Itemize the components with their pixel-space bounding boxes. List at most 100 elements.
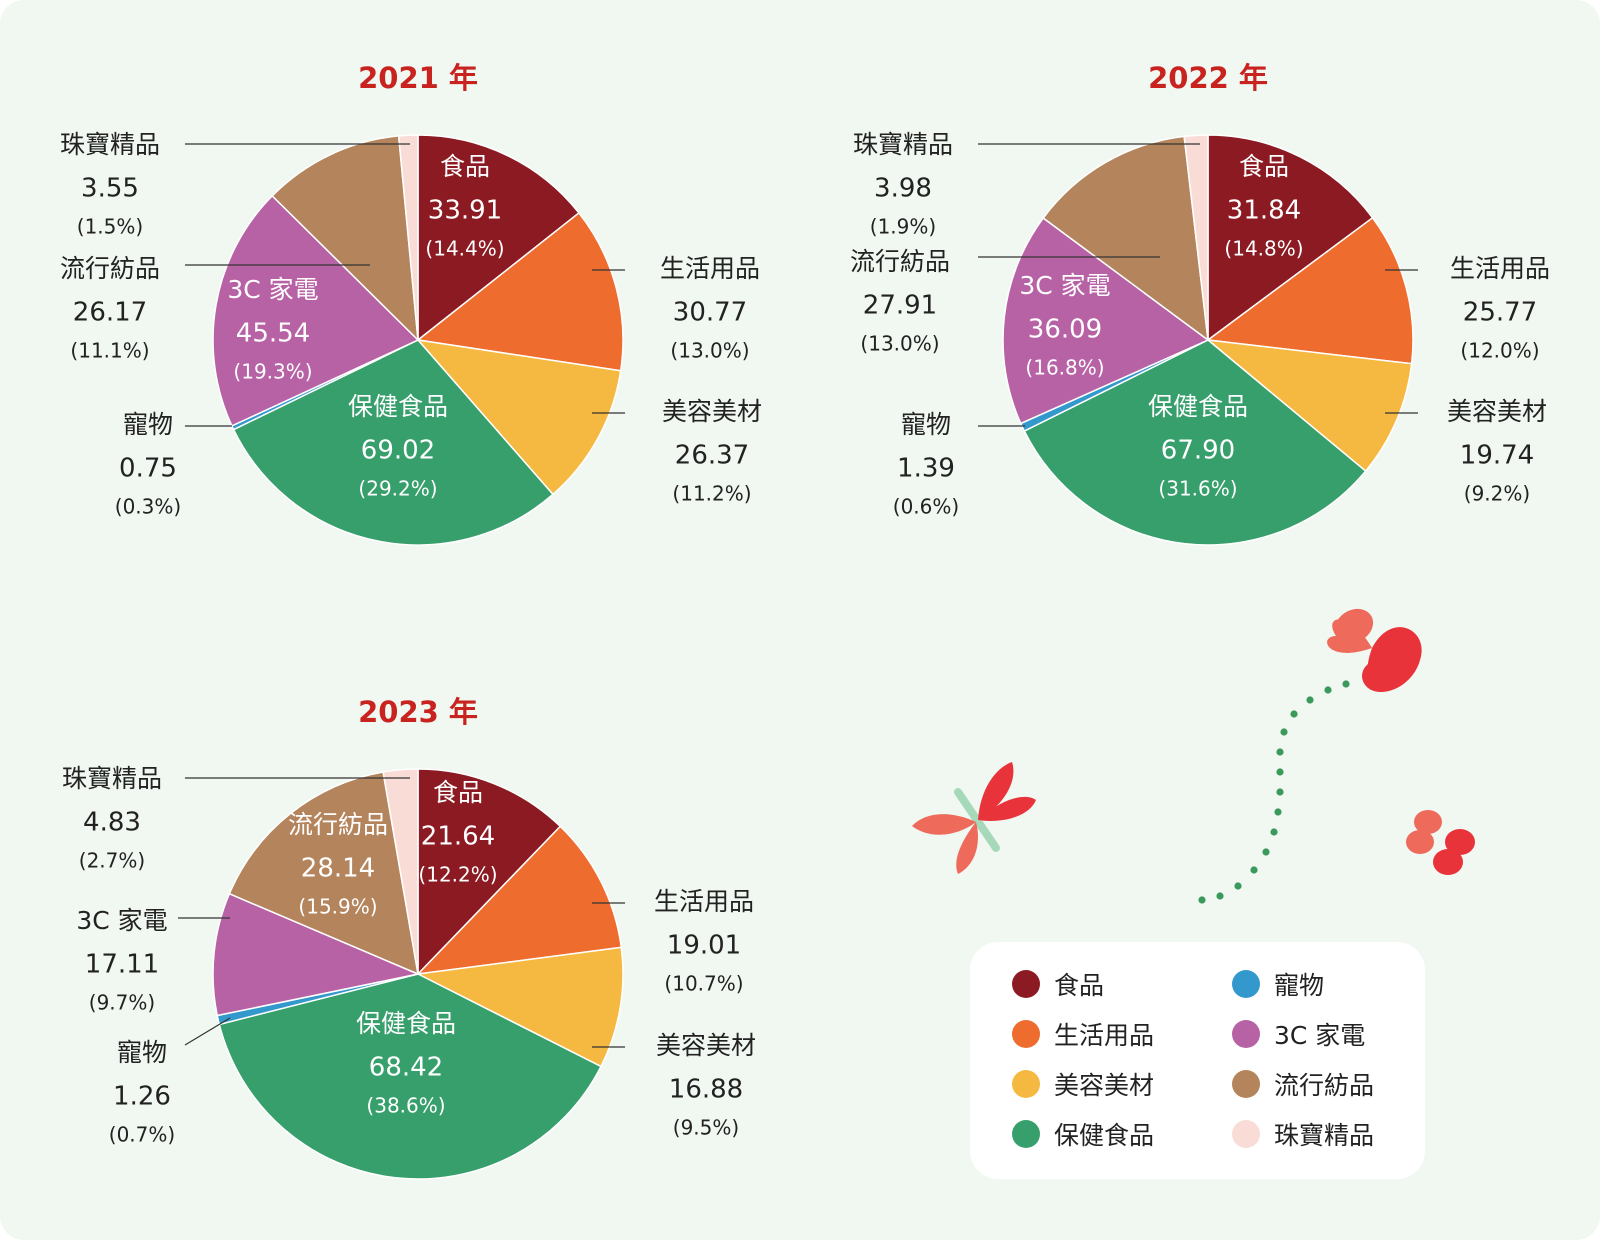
slice-value-label: 3.98: [874, 174, 932, 204]
slice-percent-label: (29.2%): [358, 477, 437, 501]
dot: [1280, 728, 1288, 736]
dot: [1274, 808, 1282, 816]
slice-label: 食品 21.64 (12.2%): [418, 778, 497, 887]
slice-category-label: 3C 家電: [1019, 271, 1110, 300]
slice-percent-label: (13.0%): [860, 332, 939, 356]
legend-swatch: [1232, 1070, 1260, 1098]
slice-category-label: 3C 家電: [227, 275, 318, 304]
slice-category-label: 流行紡品: [850, 247, 950, 276]
slice-value-label: 28.14: [301, 854, 375, 884]
legend-swatch: [1012, 1120, 1040, 1148]
butterfly-icon: [1327, 608, 1422, 692]
butterfly-icon: [1406, 810, 1475, 875]
slice-percent-label: (1.5%): [77, 215, 143, 239]
slice-value-label: 69.02: [361, 436, 435, 466]
slice-category-label: 生活用品: [1450, 254, 1550, 283]
slice-percent-label: (9.2%): [1464, 482, 1530, 506]
slice-category-label: 美容美材: [662, 397, 762, 426]
slice-category-label: 珠寶精品: [853, 130, 953, 159]
chart-title: 2021 年: [358, 61, 478, 95]
pie-slice: [212, 892, 421, 1017]
slice-value-label: 31.84: [1227, 196, 1301, 226]
pie-slice: [1183, 134, 1209, 341]
legend-label: 美容美材: [1054, 1071, 1155, 1100]
slice-value-label: 16.88: [669, 1075, 743, 1105]
dot: [1276, 768, 1284, 776]
slice-label: 珠寶精品 3.55 (1.5%): [60, 130, 160, 239]
legend: 食品 生活用品 美容美材 保健食品 寵物 3C 家電 流行紡品 珠寶精品: [970, 942, 1425, 1179]
legend-item: 珠寶精品: [1232, 1116, 1374, 1152]
slice-label: 美容美材 26.37 (11.2%): [662, 397, 762, 506]
legend-item: 保健食品: [1012, 1116, 1154, 1152]
dot: [1324, 686, 1332, 694]
legend-swatch: [1012, 1070, 1040, 1098]
slice-label: 生活用品 19.01 (10.7%): [654, 887, 754, 996]
slice-label: 流行紡品 26.17 (11.1%): [60, 254, 160, 363]
legend-label: 珠寶精品: [1274, 1121, 1375, 1150]
slice-label: 保健食品 69.02 (29.2%): [348, 392, 448, 501]
chart-title: 2022 年: [1148, 61, 1268, 95]
dot: [1342, 680, 1350, 688]
slice-label: 流行紡品 27.91 (13.0%): [850, 247, 950, 356]
slice-label: 食品 31.84 (14.8%): [1224, 152, 1303, 261]
slice-category-label: 珠寶精品: [62, 764, 162, 793]
pie-chart-1: 2021 年食品 33.91 (14.4%) 生活用品 30.77 (13.0%) 美容美材…: [60, 61, 762, 546]
dot: [1276, 788, 1284, 796]
pie-slice: [416, 211, 624, 372]
slice-category-label: 寵物: [901, 410, 951, 439]
legend-label: 流行紡品: [1274, 1071, 1375, 1100]
slice-label: 3C 家電 36.09 (16.8%): [1019, 271, 1110, 380]
slice-percent-label: (19.3%): [233, 360, 312, 384]
slice-label: 珠寶精品 4.83 (2.7%): [62, 764, 162, 873]
legend-swatch: [1012, 1020, 1040, 1048]
legend-swatch: [1232, 1120, 1260, 1148]
slice-category-label: 美容美材: [1447, 397, 1547, 426]
slice-percent-label: (9.5%): [673, 1116, 739, 1140]
slice-category-label: 食品: [1239, 152, 1289, 181]
pie-slice: [1206, 216, 1414, 365]
slice-value-label: 3.55: [81, 174, 139, 204]
dot: [1198, 896, 1206, 904]
dot: [1290, 710, 1298, 718]
slice-label: 3C 家電 17.11 (9.7%): [76, 906, 167, 1015]
pie-slice: [417, 134, 580, 342]
slice-percent-label: (38.6%): [366, 1094, 445, 1118]
pie-slice: [1042, 135, 1209, 342]
slice-value-label: 1.26: [113, 1082, 171, 1112]
slice-label: 美容美材 16.88 (9.5%): [656, 1031, 756, 1140]
slice-category-label: 保健食品: [348, 392, 448, 421]
slice-percent-label: (2.7%): [79, 849, 145, 873]
slice-label: 保健食品 68.42 (38.6%): [356, 1009, 456, 1118]
pie-slice: [417, 768, 562, 976]
legend-item: 美容美材: [1012, 1066, 1154, 1102]
slice-category-label: 流行紡品: [288, 810, 388, 839]
slice-category-label: 寵物: [123, 410, 173, 439]
slice-value-label: 19.74: [1460, 441, 1534, 471]
legend-item: 生活用品: [1012, 1016, 1154, 1052]
slice-category-label: 保健食品: [1148, 392, 1248, 421]
slice-percent-label: (10.7%): [664, 972, 743, 996]
slice-label: 3C 家電 45.54 (19.3%): [227, 275, 318, 384]
slice-percent-label: (14.8%): [1224, 237, 1303, 261]
dot: [1270, 828, 1278, 836]
pie-slice: [415, 946, 624, 1068]
slice-value-label: 26.37: [675, 441, 749, 471]
slice-percent-label: (11.2%): [672, 482, 751, 506]
slice-value-label: 30.77: [673, 298, 747, 328]
pie-chart-3: 2023 年食品 21.64 (12.2%) 生活用品 19.01 (10.7%) 美容美材…: [62, 695, 756, 1180]
dot: [1262, 848, 1270, 856]
slice-value-label: 26.17: [73, 298, 147, 328]
legend-label: 寵物: [1274, 971, 1325, 1000]
slice-category-label: 3C 家電: [76, 906, 167, 935]
slice-percent-label: (9.7%): [89, 991, 155, 1015]
dot: [1276, 748, 1284, 756]
legend-label: 食品: [1054, 971, 1105, 1000]
legend-item: 寵物: [1232, 966, 1324, 1002]
dot: [1306, 696, 1314, 704]
pie-slice: [1002, 216, 1210, 425]
slice-value-label: 1.39: [897, 454, 955, 484]
pie-slice: [397, 134, 419, 341]
slice-label: 保健食品 67.90 (31.6%): [1148, 392, 1248, 501]
